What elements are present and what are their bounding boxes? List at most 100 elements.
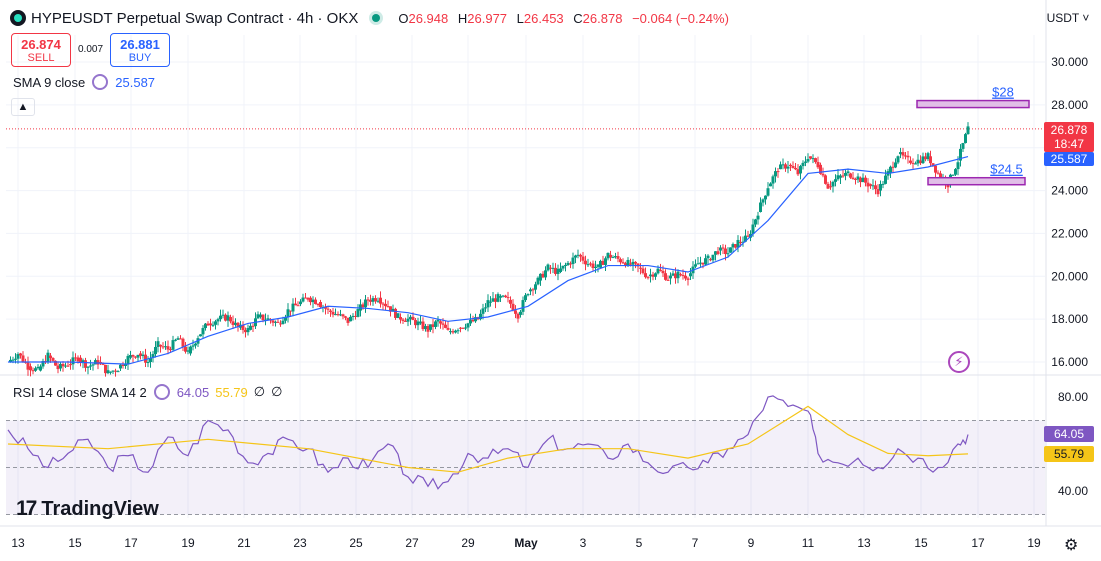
grid [0, 0, 1101, 527]
currency-selector[interactable]: USDT ˅ [1046, 11, 1090, 25]
candle-body [26, 362, 30, 370]
candle-body [936, 172, 940, 174]
gear-icon[interactable]: ⚙ [1064, 537, 1079, 554]
candle-body [341, 314, 345, 317]
rsi-sma-tag: 55.79 [1044, 446, 1094, 462]
candle-body [419, 321, 422, 324]
candle-body [746, 235, 750, 237]
candle-body [631, 261, 635, 265]
sma-legend[interactable]: SMA 9 close 25.587 [13, 74, 155, 90]
candle-body [789, 164, 792, 167]
indicator-settings-icon[interactable] [92, 74, 109, 90]
candle-body [489, 301, 492, 303]
candle-body [174, 339, 177, 341]
time-axis-label: 17 [971, 536, 985, 550]
candle-body [309, 297, 312, 303]
candle-body [39, 366, 42, 371]
candle-body [549, 267, 552, 269]
candle-body [796, 169, 800, 175]
time-axis-label: 19 [181, 536, 195, 550]
candle-body [161, 346, 165, 348]
candle-body [714, 251, 717, 255]
candle-body [416, 321, 420, 326]
symbol-title[interactable]: HYPEUSDT Perpetual Swap Contract · 4h · … [31, 9, 359, 27]
candle-body [831, 181, 835, 187]
candle-body [931, 163, 935, 166]
candle-body [214, 321, 217, 325]
candle-body [356, 309, 360, 317]
candle-body [256, 314, 260, 319]
rsi-sma-line [7, 405, 969, 473]
candle-body [441, 323, 445, 325]
candle-body [584, 260, 587, 265]
candle-body [186, 350, 190, 352]
candle-body [821, 173, 825, 176]
candle-body [286, 309, 290, 317]
rsi-value: 64.05 [176, 384, 210, 400]
time-axis-label: 25 [349, 536, 363, 550]
candle-body [216, 319, 220, 322]
collapse-legend-button[interactable]: ▲ [11, 98, 35, 116]
candle-body [966, 126, 970, 135]
candle-body [246, 328, 250, 333]
candle-body [576, 254, 580, 256]
candle-body [881, 183, 885, 185]
candle-body [199, 334, 202, 337]
candle-body [494, 298, 497, 302]
candle-body [569, 263, 572, 265]
candle-body [201, 328, 205, 335]
candle-body [531, 289, 535, 291]
candle-body [401, 319, 405, 321]
candle-body [674, 273, 677, 279]
candle-body [206, 323, 210, 326]
candle-body [561, 265, 565, 269]
candle-body [896, 156, 900, 163]
candle-body [41, 361, 45, 367]
candle-body [459, 327, 462, 329]
bar-countdown: 18:47 [1053, 137, 1085, 151]
candle-body [816, 162, 820, 168]
tv-brand-text: TradingView [41, 497, 159, 520]
candle-body [34, 368, 37, 371]
candle-body [679, 274, 682, 276]
candle-body [536, 277, 540, 285]
candle-body [581, 256, 585, 261]
rsi-empty-1: ∅ [253, 384, 266, 399]
candle-body [436, 319, 440, 322]
candle-body [301, 297, 305, 302]
candle-body [304, 297, 307, 299]
rsi-settings-icon[interactable] [153, 384, 170, 400]
price-level-zone [916, 99, 1030, 109]
candle-body [701, 262, 705, 265]
exchange-logo-icon [10, 10, 26, 26]
candle-body [594, 266, 597, 269]
candle-body [311, 299, 315, 303]
candle-body [664, 273, 667, 280]
candle-body [741, 241, 745, 243]
lightning-alert-icon[interactable]: ⚡ [948, 351, 970, 373]
candle-body [661, 270, 665, 274]
candle-body [921, 156, 925, 164]
rsi-legend[interactable]: RSI 14 close SMA 14 2 64.05 55.79 ∅ ∅ [13, 384, 288, 400]
sell-button[interactable]: 26.874 SELL [11, 33, 71, 67]
sma-value: 25.587 [115, 74, 156, 90]
candle-body [919, 160, 922, 164]
candle-body [119, 364, 122, 369]
candle-body [781, 164, 785, 166]
candle-body [191, 345, 195, 347]
spread-value: 0.007 [78, 44, 104, 55]
price-change: −0.064 (−0.24%) [632, 10, 729, 26]
candle-body [181, 338, 185, 347]
candle-body [871, 185, 875, 187]
candle-body [399, 317, 402, 320]
annotations: $28 $24.5 [916, 85, 1030, 186]
candle-body [959, 148, 962, 161]
candle-body [566, 262, 570, 265]
buy-button[interactable]: 26.881 BUY [110, 33, 170, 67]
candle-body [379, 297, 382, 304]
candle-body [226, 315, 230, 321]
candle-body [124, 364, 127, 367]
candle-body [319, 302, 322, 308]
time-axis-label: 15 [914, 536, 928, 550]
